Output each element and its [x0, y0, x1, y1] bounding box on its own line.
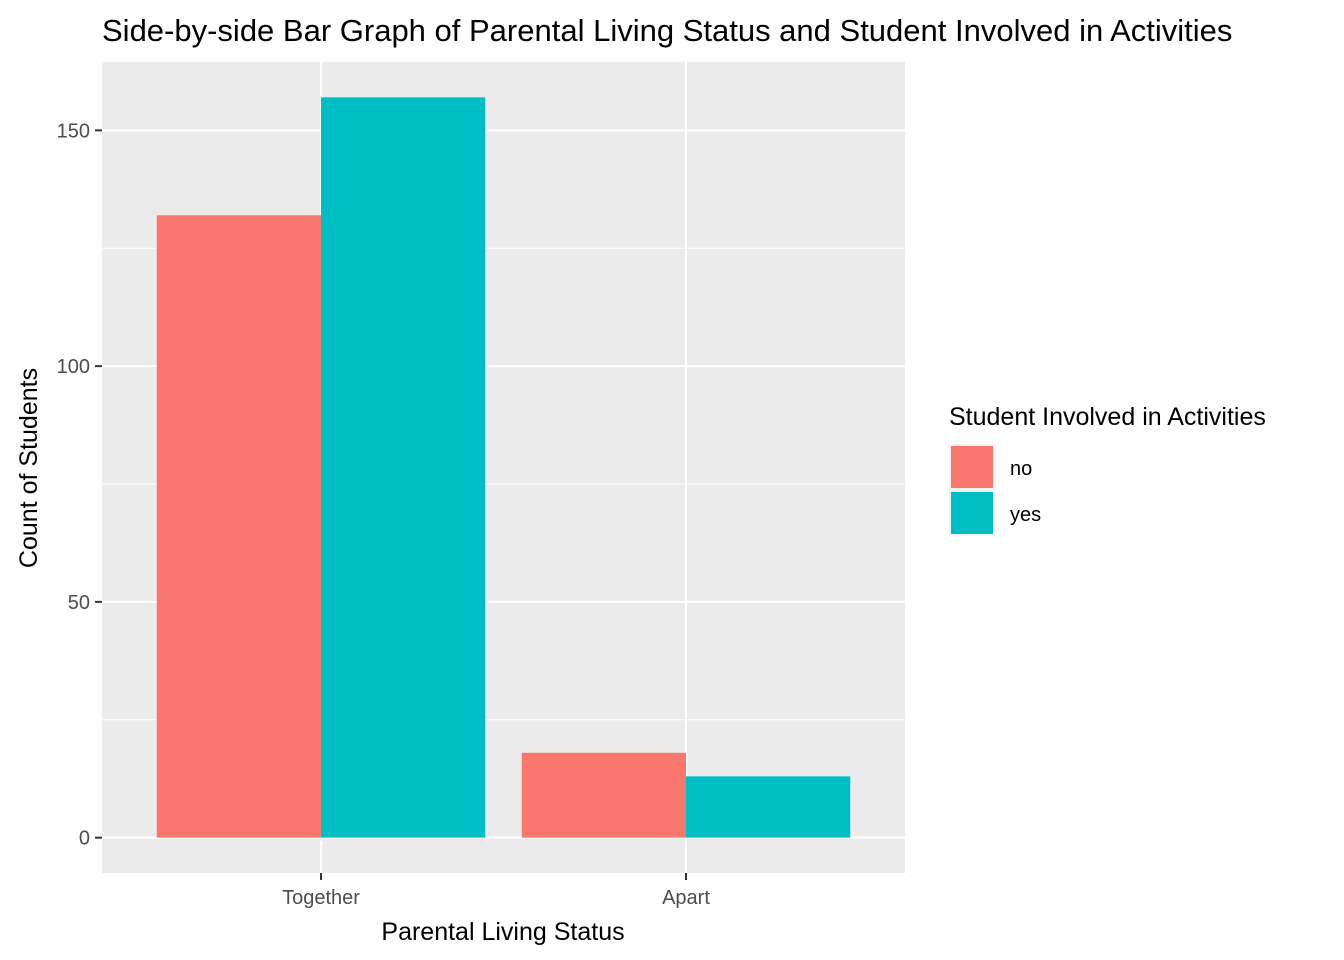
y-tick-label: 150 [57, 120, 90, 142]
bar-together-no [156, 215, 321, 838]
x-axis: Together Apart [282, 873, 710, 909]
legend-items: no yes [949, 444, 1041, 536]
y-tick-label: 0 [79, 828, 90, 850]
x-tick-label: Apart [662, 887, 710, 909]
bar-apart-no [521, 752, 686, 838]
bar-apart-yes [686, 776, 851, 838]
y-axis: 0 50 100 150 [57, 120, 102, 850]
y-tick-label: 100 [57, 356, 90, 378]
legend-key-yes [951, 492, 993, 534]
x-tick-label: Together [282, 887, 360, 909]
legend-key-no [951, 446, 993, 488]
x-axis-title: Parental Living Status [381, 918, 624, 946]
y-axis-title: Count of Students [15, 368, 43, 568]
bar-together-yes [321, 97, 486, 838]
legend-title: Student Involved in Activities [949, 403, 1266, 431]
legend: Student Involved in Activities no yes [949, 403, 1266, 536]
y-tick-label: 50 [68, 592, 90, 614]
legend-label-yes: yes [1010, 504, 1041, 526]
legend-label-no: no [1010, 458, 1032, 480]
bars [156, 97, 851, 838]
chart-title: Side-by-side Bar Graph of Parental Livin… [102, 13, 1232, 48]
